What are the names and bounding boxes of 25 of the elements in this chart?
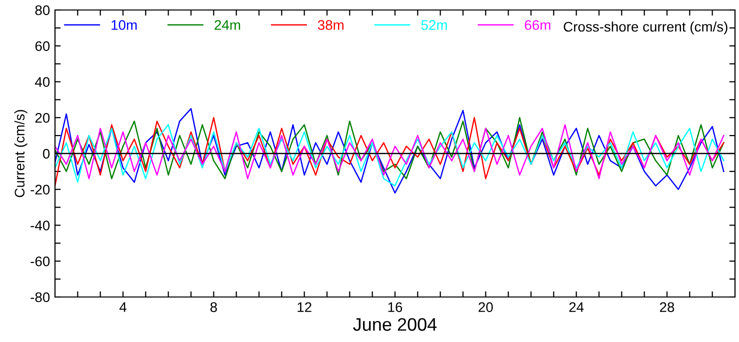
y-tick-label: -60 (30, 256, 50, 266)
legend-label: 66m (524, 20, 550, 30)
legend-label: 52m (421, 20, 447, 30)
x-axis-title: June 2004 (353, 318, 437, 331)
annotation: Cross-shore current (cm/s) (564, 21, 728, 34)
x-tick-label: 24 (569, 302, 584, 312)
y-axis-title: Current (cm/s) (14, 110, 28, 198)
y-tick-label: -80 (30, 292, 50, 302)
y-tick-label: 0 (42, 148, 50, 159)
x-tick-label: 28 (660, 302, 674, 312)
line-series (55, 108, 724, 194)
legend-label: 10m (112, 20, 137, 30)
y-tick-label: 60 (35, 41, 50, 52)
y-tick-label: -40 (30, 220, 50, 230)
y-tick-label: -20 (30, 184, 50, 195)
legend-label: 24m (214, 20, 240, 30)
y-tick-label: 20 (35, 112, 50, 123)
x-tick-label: 8 (210, 302, 217, 312)
x-tick-label: 16 (388, 302, 402, 312)
y-tick-label: 40 (35, 77, 50, 87)
x-tick-label: 20 (478, 302, 493, 312)
x-tick-label: 4 (119, 302, 126, 312)
y-tick-label: 80 (35, 5, 50, 16)
x-tick-label: 12 (298, 302, 312, 312)
legend-label: 38m (318, 20, 344, 30)
